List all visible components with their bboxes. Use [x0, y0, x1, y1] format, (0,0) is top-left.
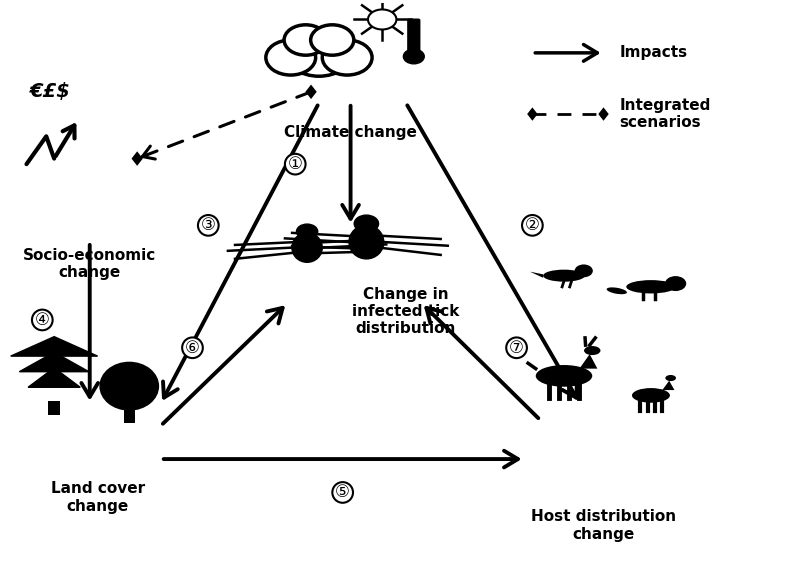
Ellipse shape [584, 346, 600, 355]
FancyArrowPatch shape [408, 105, 577, 398]
Polygon shape [527, 107, 537, 121]
FancyArrowPatch shape [163, 106, 318, 398]
Circle shape [368, 10, 396, 29]
Text: ②: ② [525, 216, 540, 234]
FancyArrowPatch shape [342, 106, 359, 219]
Polygon shape [530, 271, 543, 278]
FancyArrowPatch shape [535, 44, 597, 61]
Ellipse shape [536, 365, 592, 387]
FancyArrowPatch shape [163, 308, 283, 424]
Ellipse shape [632, 388, 670, 403]
Polygon shape [306, 84, 317, 99]
Ellipse shape [543, 270, 585, 282]
Text: ⑥: ⑥ [185, 339, 200, 357]
Text: ⑤: ⑤ [335, 483, 350, 501]
FancyBboxPatch shape [408, 19, 419, 57]
Bar [48, 401, 60, 415]
FancyArrowPatch shape [427, 308, 538, 418]
Text: Land cover
change: Land cover change [51, 481, 145, 514]
Ellipse shape [665, 375, 676, 381]
Ellipse shape [607, 287, 627, 294]
Text: Integrated
scenarios: Integrated scenarios [619, 98, 711, 130]
Ellipse shape [100, 362, 159, 411]
Text: €£$: €£$ [29, 82, 71, 101]
Polygon shape [10, 337, 98, 356]
Text: Host distribution
change: Host distribution change [531, 509, 676, 542]
Ellipse shape [292, 233, 322, 262]
FancyArrowPatch shape [164, 451, 518, 468]
Polygon shape [131, 151, 142, 166]
Polygon shape [19, 352, 89, 371]
Text: Change in
infected tick
distribution: Change in infected tick distribution [352, 287, 459, 337]
FancyArrowPatch shape [81, 245, 98, 397]
Ellipse shape [349, 225, 384, 259]
Circle shape [286, 29, 352, 76]
Circle shape [266, 40, 316, 75]
Circle shape [575, 265, 593, 277]
Polygon shape [579, 354, 597, 369]
Circle shape [296, 224, 318, 239]
Circle shape [665, 276, 686, 291]
Text: ③: ③ [201, 216, 216, 234]
Text: ④: ④ [35, 311, 49, 329]
Text: ①: ① [288, 155, 302, 173]
Text: Climate change: Climate change [284, 125, 417, 140]
Ellipse shape [626, 280, 676, 293]
Text: ⑦: ⑦ [509, 339, 524, 357]
Polygon shape [28, 368, 80, 387]
Text: Impacts: Impacts [619, 46, 688, 60]
FancyArrowPatch shape [56, 125, 75, 156]
Circle shape [322, 40, 372, 75]
Circle shape [354, 215, 379, 232]
Circle shape [404, 49, 424, 64]
Polygon shape [599, 107, 609, 121]
Polygon shape [662, 380, 674, 390]
Bar [123, 410, 135, 423]
Circle shape [310, 25, 353, 55]
FancyArrowPatch shape [142, 146, 155, 159]
Text: Socio-economic
change: Socio-economic change [23, 248, 156, 280]
Circle shape [284, 25, 327, 55]
